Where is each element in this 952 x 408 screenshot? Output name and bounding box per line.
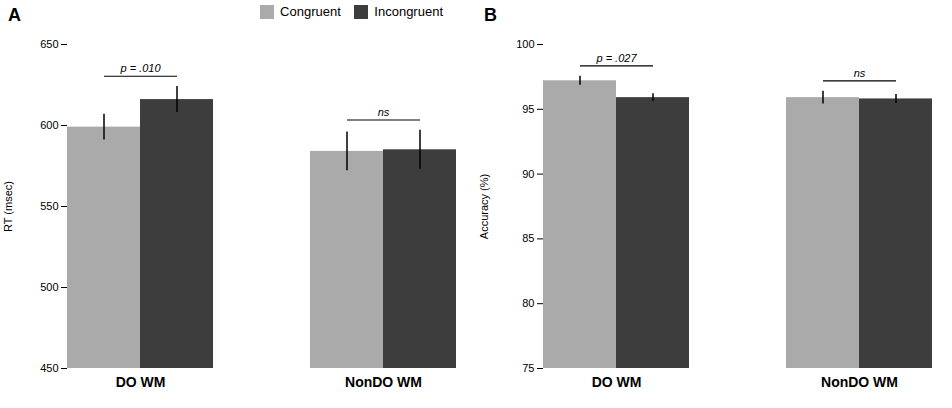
- svg-text:75: 75: [522, 362, 534, 374]
- html-text:B: B: [484, 4, 497, 25]
- svg-text:DO WM: DO WM: [592, 374, 642, 390]
- svg-text:550: 550: [40, 200, 58, 212]
- svg-text:95: 95: [522, 103, 534, 115]
- svg-text:80: 80: [522, 297, 534, 309]
- svg-text:NonDO WM: NonDO WM: [345, 374, 422, 390]
- svg-text:650: 650: [40, 38, 58, 50]
- html-text:Incongruent: Incongruent: [374, 4, 443, 20]
- svg-text:100: 100: [516, 38, 534, 50]
- svg-text:ns: ns: [854, 67, 866, 79]
- svg-text:90: 90: [522, 168, 534, 180]
- svg-text:p = .027: p = .027: [595, 52, 637, 64]
- svg-text:600: 600: [40, 119, 58, 131]
- svg-text:NonDO WM: NonDO WM: [821, 374, 898, 390]
- svg-text:Accuracy (%): Accuracy (%): [478, 174, 490, 239]
- svg-text:ns: ns: [378, 106, 390, 118]
- svg-text:450: 450: [40, 362, 58, 374]
- svg-text:85: 85: [522, 232, 534, 244]
- svg-text:p = .010: p = .010: [119, 62, 161, 74]
- html-text:A: A: [8, 4, 21, 25]
- svg-text:RT (msec): RT (msec): [2, 181, 14, 232]
- svg-text:DO WM: DO WM: [116, 374, 166, 390]
- html-text:Congruent: Congruent: [280, 4, 341, 20]
- svg-text:500: 500: [40, 281, 58, 293]
